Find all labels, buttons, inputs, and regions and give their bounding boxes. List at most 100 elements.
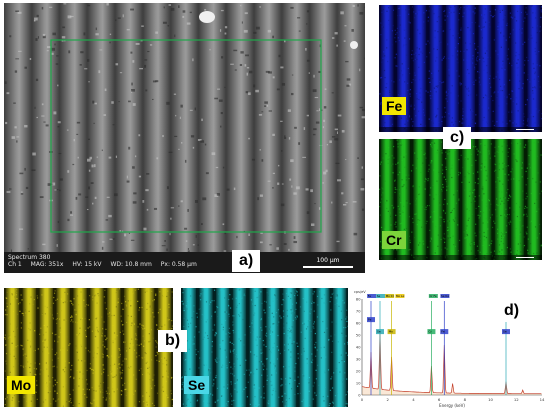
fe-map-pixel bbox=[540, 118, 542, 120]
mo-map-pixel bbox=[80, 291, 82, 293]
fe-map-pixel bbox=[497, 53, 499, 56]
cr-map-pixel bbox=[494, 170, 496, 172]
mo-map-pixel bbox=[63, 371, 66, 373]
fe-map-pixel bbox=[468, 72, 470, 75]
cr-map-pixel bbox=[509, 195, 511, 197]
se-map-pixel bbox=[281, 378, 283, 380]
se-map-pixel bbox=[214, 358, 216, 361]
cr-map-pixel bbox=[520, 251, 522, 253]
fe-map-pixel bbox=[462, 108, 464, 110]
cr-map-pixel bbox=[401, 179, 403, 181]
se-map-pixel bbox=[311, 353, 313, 355]
se-map-pixel bbox=[254, 312, 256, 314]
sem-stripe bbox=[226, 3, 254, 253]
cr-map-pixel bbox=[537, 172, 539, 174]
cr-map-pixel bbox=[476, 245, 479, 247]
mo-map-pixel bbox=[97, 329, 99, 331]
mo-map-pixel bbox=[56, 298, 59, 300]
fe-map-pixel bbox=[490, 95, 492, 97]
mo-map-pixel bbox=[141, 373, 144, 376]
fe-map-pixel bbox=[494, 91, 496, 93]
cr-map-pixel bbox=[424, 181, 426, 183]
fe-map-pixel bbox=[384, 76, 386, 79]
sem-grain bbox=[118, 101, 120, 103]
mo-map-pixel bbox=[70, 316, 72, 319]
cr-map-pixel bbox=[420, 171, 422, 174]
spectrum-y-tick: 50 bbox=[356, 333, 361, 337]
mo-map-pixel bbox=[49, 381, 51, 383]
se-map-pixel bbox=[311, 361, 313, 364]
cr-map-pixel bbox=[430, 160, 432, 162]
mo-map-pixel bbox=[43, 324, 45, 327]
fe-map-pixel bbox=[522, 91, 524, 93]
cr-map-pixel bbox=[494, 152, 496, 154]
fe-map-stripe bbox=[429, 5, 443, 132]
se-map-pixel bbox=[291, 292, 293, 294]
cr-map-pixel bbox=[524, 146, 526, 149]
sem-grain bbox=[303, 127, 306, 130]
mo-map-pixel bbox=[6, 302, 8, 304]
cr-map-pixel bbox=[521, 176, 523, 178]
cr-map-pixel bbox=[497, 177, 499, 179]
sem-grain bbox=[109, 41, 111, 44]
cr-map-pixel bbox=[497, 238, 499, 240]
cr-map-pixel bbox=[507, 155, 509, 158]
sem-grain bbox=[359, 106, 364, 109]
cr-map-pixel bbox=[399, 212, 401, 214]
cr-map-stripe bbox=[511, 139, 525, 260]
spectrum-peak-tag bbox=[367, 317, 375, 323]
mo-map-pixel bbox=[146, 392, 148, 394]
se-map-pixel bbox=[308, 382, 310, 384]
mo-map-pixel bbox=[55, 299, 57, 301]
fe-map-pixel bbox=[454, 37, 456, 39]
cr-map-pixel bbox=[419, 242, 421, 244]
se-map-pixel bbox=[272, 300, 274, 302]
fe-map-pixel bbox=[486, 121, 488, 123]
se-map-pixel bbox=[303, 310, 305, 312]
sem-grain bbox=[42, 33, 46, 37]
cr-map-pixel bbox=[490, 242, 492, 245]
se-map-pixel bbox=[270, 359, 272, 362]
fe-map-pixel bbox=[450, 92, 452, 94]
fe-map-pixel bbox=[501, 84, 504, 86]
mo-map-pixel bbox=[9, 303, 12, 305]
cr-map-pixel bbox=[516, 228, 518, 230]
fe-map-pixel bbox=[457, 32, 459, 34]
cr-map-label: Cr bbox=[382, 231, 406, 249]
cr-map-pixel bbox=[479, 151, 481, 153]
mo-map-stripe bbox=[39, 288, 54, 407]
mo-map-pixel bbox=[11, 294, 14, 296]
fe-map-pixel bbox=[506, 96, 508, 99]
se-map-pixel bbox=[300, 368, 302, 370]
sem-grain bbox=[345, 202, 348, 204]
mo-map-pixel bbox=[130, 305, 132, 307]
cr-map-pixel bbox=[394, 188, 396, 191]
sem-grain bbox=[152, 80, 157, 83]
mo-map-pixel bbox=[69, 393, 71, 396]
sem-grain bbox=[56, 244, 58, 247]
cr-map-pixel bbox=[499, 227, 501, 230]
mo-map-pixel bbox=[36, 295, 38, 297]
sem-grain bbox=[264, 105, 267, 107]
cr-map-pixel bbox=[402, 185, 404, 187]
sem-working-distance: WD: 10.8 mm bbox=[110, 261, 152, 268]
se-map-pixel bbox=[231, 298, 234, 300]
mo-map-pixel bbox=[37, 307, 39, 309]
se-map-pixel bbox=[241, 296, 243, 298]
se-map-pixel bbox=[233, 375, 235, 377]
mo-map-pixel bbox=[60, 310, 62, 312]
fe-map-pixel bbox=[519, 8, 521, 10]
fe-map-pixel bbox=[537, 111, 539, 113]
fe-map-pixel bbox=[534, 18, 536, 20]
fe-map-pixel bbox=[419, 92, 421, 94]
sem-grain bbox=[146, 208, 149, 211]
sem-grain bbox=[219, 29, 222, 32]
fe-map-pixel bbox=[465, 93, 468, 95]
sem-grain bbox=[132, 103, 136, 106]
cr-map-scale bbox=[516, 257, 534, 258]
fe-map-pixel bbox=[458, 75, 460, 77]
se-map-pixel bbox=[207, 402, 209, 404]
fe-map-pixel bbox=[528, 95, 531, 97]
mo-map-pixel bbox=[126, 390, 128, 392]
mo-map-pixel bbox=[71, 364, 73, 367]
